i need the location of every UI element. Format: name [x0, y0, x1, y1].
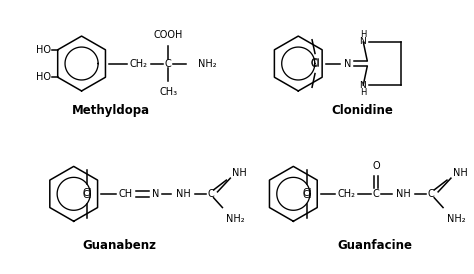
Text: CH₂: CH₂ [337, 189, 356, 199]
Text: C: C [165, 59, 172, 68]
Text: CH₃: CH₃ [159, 87, 177, 97]
Text: Cl: Cl [83, 188, 92, 198]
Text: Cl: Cl [302, 190, 312, 200]
Text: C: C [428, 189, 435, 199]
Text: NH₂: NH₂ [198, 59, 217, 68]
Text: HO: HO [36, 72, 51, 82]
Text: N: N [152, 189, 159, 199]
Text: Cl: Cl [83, 190, 92, 200]
Text: O: O [372, 161, 380, 171]
Text: NH₂: NH₂ [227, 214, 245, 224]
Text: NH₂: NH₂ [447, 214, 465, 224]
Text: Methyldopa: Methyldopa [72, 104, 150, 117]
Text: NH: NH [453, 168, 468, 178]
Text: Cl: Cl [310, 59, 320, 69]
Text: N: N [359, 81, 366, 90]
Text: NH: NH [396, 189, 411, 199]
Text: Clonidine: Clonidine [331, 104, 393, 117]
Text: NH: NH [176, 189, 191, 199]
Text: Guanfacine: Guanfacine [337, 239, 412, 252]
Text: Guanabenz: Guanabenz [82, 239, 156, 252]
Text: Cl: Cl [310, 58, 320, 68]
Text: N: N [359, 38, 366, 47]
Text: C: C [373, 189, 380, 199]
Text: C: C [207, 189, 214, 199]
Text: CH: CH [119, 189, 133, 199]
Text: H: H [360, 30, 366, 39]
Text: Cl: Cl [302, 188, 312, 198]
Text: H: H [360, 89, 366, 98]
Text: N: N [344, 59, 351, 68]
Text: CH₂: CH₂ [130, 59, 148, 68]
Text: COOH: COOH [154, 30, 183, 40]
Text: HO: HO [36, 45, 51, 55]
Text: NH: NH [232, 168, 247, 178]
